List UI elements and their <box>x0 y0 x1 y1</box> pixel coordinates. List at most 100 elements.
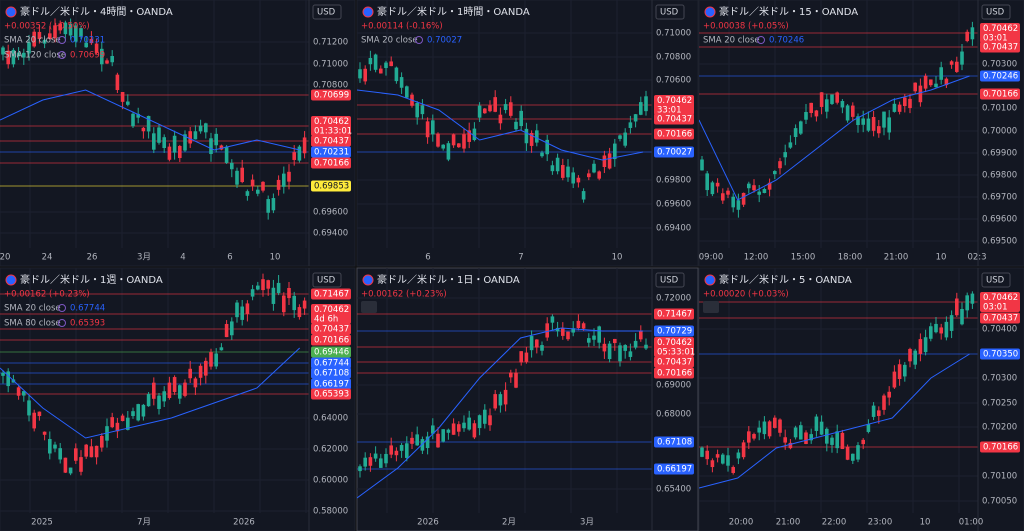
candle-body <box>405 443 409 458</box>
candle-body <box>48 33 52 40</box>
candle-body <box>566 331 570 340</box>
time-axis-label: 21:00 <box>776 518 801 528</box>
candle-body <box>519 351 523 363</box>
candle-body <box>363 68 367 82</box>
price-axis-label: 0.70000 <box>982 127 1017 137</box>
candle-body <box>235 170 239 185</box>
currency-button[interactable] <box>312 4 342 20</box>
price-axis-label: 0.69600 <box>313 208 348 218</box>
candle-body <box>710 460 715 468</box>
price-tag <box>654 95 694 115</box>
price-axis-label: 0.69400 <box>313 229 348 239</box>
price-tag <box>311 378 351 390</box>
currency-button[interactable] <box>655 272 685 288</box>
candle-body <box>561 165 565 178</box>
candle-body <box>571 328 575 333</box>
candle-body <box>399 445 404 451</box>
indicator-label: SMA 20 close <box>703 36 760 46</box>
time-axis-label: 10 <box>612 253 623 263</box>
price-axis-label: 0.69500 <box>982 237 1017 247</box>
candle-body <box>934 83 938 88</box>
candle-body <box>778 419 782 433</box>
candle-body <box>22 52 26 58</box>
candle-body <box>576 177 581 183</box>
candle-body <box>172 377 177 392</box>
candle-body <box>219 347 224 351</box>
price-axis-label: 0.70250 <box>982 399 1017 409</box>
candle-body <box>493 97 497 112</box>
candle-body <box>48 439 52 454</box>
candle-body <box>488 105 492 112</box>
candle-body <box>415 102 419 118</box>
price-tag-value: 0.70231 <box>314 148 349 158</box>
candle-body <box>256 189 260 194</box>
price-tag <box>980 70 1020 82</box>
price-axis-label: 0.69700 <box>982 193 1017 203</box>
candle-body <box>446 429 451 433</box>
candle-body <box>415 434 419 446</box>
price-tag-value: 0.66197 <box>657 465 692 475</box>
candle-body <box>970 27 975 40</box>
currency-button[interactable] <box>312 272 342 288</box>
candle-body <box>472 423 477 438</box>
candle-body <box>861 118 865 125</box>
candle-body <box>6 50 10 65</box>
candle-body <box>162 137 166 149</box>
time-axis-label: 6 <box>227 253 232 263</box>
candle-body <box>960 51 964 65</box>
candle-body <box>851 453 855 461</box>
candle-body <box>639 102 643 115</box>
candle-body <box>721 454 725 464</box>
candle-body <box>363 457 367 467</box>
price-axis-label: 0.70800 <box>313 81 348 91</box>
candle-body <box>944 78 949 86</box>
candle-body <box>152 382 156 399</box>
candle-body <box>840 432 845 450</box>
candle-body <box>37 411 42 417</box>
candle-body <box>715 182 720 187</box>
candle-body <box>835 92 839 103</box>
price-tag-value: 0.71467 <box>657 310 692 320</box>
candle-body <box>266 199 270 213</box>
candle-body <box>167 146 172 160</box>
currency-button[interactable] <box>981 4 1011 20</box>
candle-body <box>235 302 239 318</box>
candle-body <box>597 171 601 179</box>
collapse-button[interactable] <box>703 301 719 313</box>
indicator-label: SMA 80 close <box>4 319 61 329</box>
time-axis-label: 2025 <box>31 518 53 528</box>
time-axis-label: 6 <box>425 253 430 263</box>
price-tag-value: 0.70462 <box>657 338 692 348</box>
candle-body <box>89 39 94 44</box>
candle-body <box>835 431 839 449</box>
candle-body <box>581 191 586 200</box>
candle-body <box>394 450 399 456</box>
currency-button[interactable] <box>655 4 685 20</box>
plot-area <box>699 268 978 513</box>
candle-body <box>581 323 586 329</box>
price-tag-value: 0.70462 <box>314 305 349 315</box>
price-axis-label: 0.70200 <box>982 423 1017 433</box>
candle-body <box>576 320 581 329</box>
time-axis-label: 2026 <box>417 518 439 528</box>
candle-body <box>721 193 725 201</box>
candle-body <box>436 133 440 147</box>
price-axis-label: 0.69600 <box>982 215 1017 225</box>
candle-body <box>602 343 607 352</box>
time-axis-label: 20:00 <box>729 518 754 528</box>
collapse-button[interactable] <box>361 301 377 313</box>
currency-button[interactable] <box>981 272 1011 288</box>
candle-body <box>866 118 871 131</box>
price-tag-value: 0.70437 <box>657 358 692 368</box>
price-tag <box>311 304 351 324</box>
candle-body <box>368 457 373 466</box>
candle-body <box>483 409 487 424</box>
candle-body <box>79 457 83 472</box>
candle-body <box>240 306 244 320</box>
chart-title: 豪ドル／米ドル・15・OANDA <box>719 5 858 18</box>
candle-body <box>845 105 850 121</box>
candle-body <box>726 455 730 466</box>
candle-body <box>488 415 492 426</box>
price-tag-value: 0.70437 <box>314 325 349 335</box>
candle-body <box>555 157 560 172</box>
